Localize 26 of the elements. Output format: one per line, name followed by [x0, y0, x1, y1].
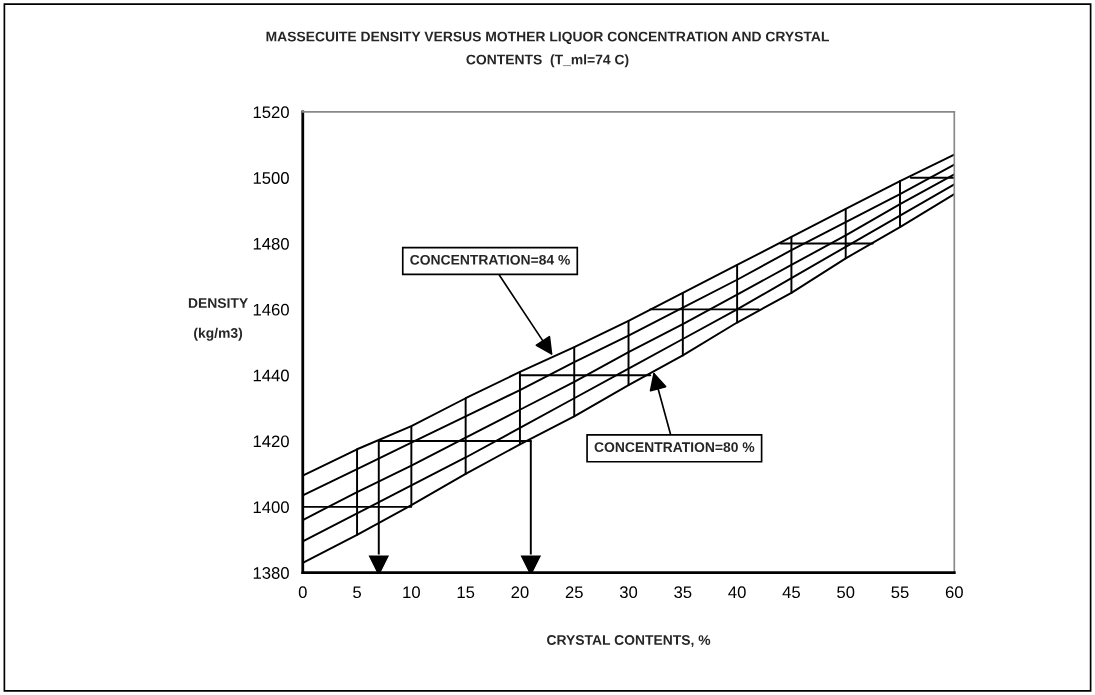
x-tick-label: 10 — [403, 586, 420, 599]
annotation: CONCENTRATION=80 % — [594, 442, 755, 453]
x-tick-label: 30 — [619, 586, 638, 599]
x-tick-label: 0 — [298, 586, 307, 599]
y-tick-label: 1460 — [253, 303, 289, 316]
x-tick-label: 35 — [674, 586, 692, 599]
y-tick-label: 1500 — [253, 172, 289, 184]
y-tick-label: 1420 — [253, 435, 289, 448]
y-tick-label: 1380 — [253, 567, 289, 579]
x-tick-label: 50 — [837, 586, 855, 599]
x-tick-label: 15 — [457, 586, 475, 599]
x-tick-label: 25 — [565, 586, 583, 599]
x-axis-title: CRYSTAL CONTENTS, % — [547, 635, 711, 647]
y-tick-label: 1400 — [253, 501, 289, 514]
chart-title: MASSECUITE DENSITY VERSUS MOTHER LIQUOR CONCENTRATION AND CRYSTAL CONTENTS (T_ml=74 C) — [266, 31, 829, 68]
text: DENSITY (kg/m3) — [188, 298, 248, 341]
y-tick-label: 1480 — [253, 237, 289, 250]
x-tick-label: 45 — [782, 586, 800, 599]
x-tick-label: 5 — [353, 586, 361, 599]
x-tick-label: 40 — [728, 586, 746, 599]
x-tick-label: 20 — [511, 586, 529, 599]
y-tick-label: 1520 — [253, 106, 289, 119]
x-tick-label: 60 — [945, 586, 963, 599]
x-tick-label: 55 — [891, 586, 909, 599]
y-tick-label: 1440 — [253, 369, 289, 382]
annotation: CONCENTRATION=84 % — [410, 254, 570, 265]
